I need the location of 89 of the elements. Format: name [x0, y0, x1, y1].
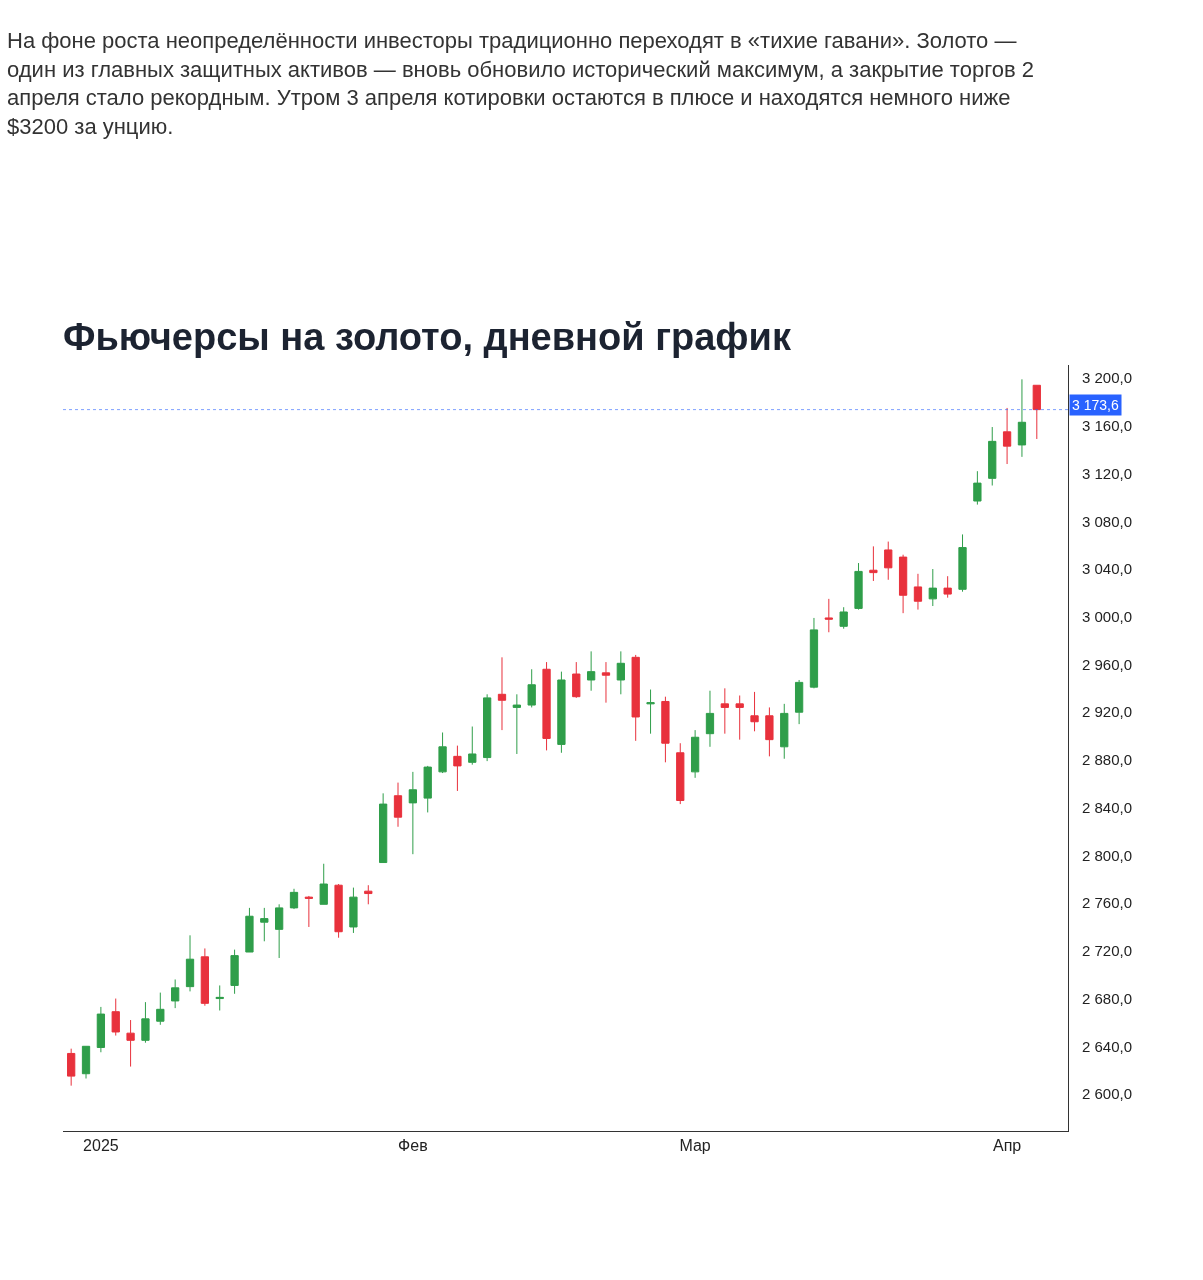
candlestick [973, 470, 982, 506]
candlestick [854, 562, 863, 611]
ref-line-label: 3 173,6 [1072, 397, 1119, 413]
candlestick [572, 661, 581, 699]
candlestick [676, 742, 685, 805]
x-tick-label: Апр [992, 1137, 1022, 1155]
candlestick [156, 992, 165, 1026]
candlestick [780, 703, 789, 760]
candlestick [661, 696, 670, 763]
candlestick [928, 568, 937, 607]
candlestick [631, 654, 640, 742]
candlestick [349, 887, 358, 934]
candlestick [794, 679, 804, 725]
candlestick [705, 690, 715, 748]
y-tick-label: 3 120,0 [1082, 464, 1133, 482]
y-tick-label: 2 600,0 [1082, 1085, 1133, 1103]
candlestick [958, 533, 967, 593]
y-tick-label: 3 040,0 [1082, 560, 1133, 578]
candlestick [96, 1006, 106, 1053]
x-tick-label: Фев [398, 1137, 428, 1155]
candlestick [319, 863, 328, 905]
y-tick-label: 3 200,0 [1082, 369, 1133, 387]
y-tick-label: 3 080,0 [1082, 512, 1133, 530]
candlestick [750, 691, 759, 732]
candlestick [646, 689, 655, 735]
candlestick [497, 656, 507, 731]
y-tick-label: 2 720,0 [1082, 942, 1133, 960]
candlestick [67, 1048, 76, 1087]
candlestick [453, 745, 462, 792]
candlestick [586, 650, 596, 692]
y-tick-label: 2 800,0 [1082, 846, 1133, 864]
candlestick [230, 949, 239, 995]
candlestick [720, 687, 729, 735]
candlestick [765, 706, 774, 757]
text: На фоне роста неопределённости инвесторы традиционно переходят в «тихие гавани». Золото — один из главных защитных активов — вновь обновило исторический максимум, а закрытие торгов 2 апреля стало рекордным. Утром 3 апреля котировки остаются в плюсе и находятся немного ниже $3200 за унцию. [7, 28, 1034, 139]
y-tick-label: 2 960,0 [1082, 655, 1133, 673]
candlestick [898, 554, 908, 614]
candlestick [913, 573, 923, 611]
candlestick [690, 729, 700, 779]
candlestick [438, 731, 447, 774]
candlestick [616, 650, 625, 695]
candlestick [423, 765, 432, 813]
candlestick [126, 1019, 135, 1068]
x-tick-label: 2025 [83, 1137, 119, 1155]
candlestick [943, 575, 952, 599]
candlestick [304, 895, 313, 928]
candlestick [468, 726, 477, 766]
candlestick [408, 771, 417, 855]
y-tick-label: 2 920,0 [1082, 703, 1133, 721]
candlestick [512, 693, 521, 755]
candlestick [527, 668, 536, 708]
candlestick [1032, 384, 1041, 440]
candlestick [1002, 407, 1012, 465]
candlestick [809, 617, 819, 689]
candlestick [379, 792, 388, 864]
candlestick [1017, 378, 1027, 458]
candlestick [171, 978, 180, 1009]
y-tick-label: 2 880,0 [1082, 751, 1133, 769]
candlestick [869, 545, 878, 582]
candlestick [141, 1001, 150, 1044]
candlestick [824, 598, 833, 633]
candlestick [111, 998, 120, 1037]
y-tick-label: 2 840,0 [1082, 798, 1133, 816]
y-tick-label: 2 680,0 [1082, 989, 1133, 1007]
candlestick [185, 934, 195, 992]
candlestick [557, 671, 566, 754]
candlestick [735, 695, 744, 741]
candlestick [542, 661, 551, 751]
x-tick-label: Мар [679, 1137, 711, 1155]
candlestick [81, 1045, 91, 1079]
candlestick [245, 907, 254, 953]
candlestick [275, 903, 284, 959]
candlestick [393, 782, 403, 828]
y-tick-label: 3 000,0 [1082, 608, 1133, 625]
candlestick [334, 883, 343, 939]
candlestick [364, 884, 373, 905]
candlestick [988, 426, 997, 487]
y-tick-label: 2 640,0 [1082, 1037, 1133, 1055]
candlestick [289, 888, 299, 910]
candlestick [839, 606, 848, 630]
candlestick [601, 661, 611, 704]
candlestick [483, 693, 492, 762]
y-tick-label: 3 160,0 [1082, 417, 1133, 435]
candlestick [200, 947, 210, 1007]
chart-title: Фьючерсы на золото, дневной график [63, 316, 792, 359]
candlestick [260, 907, 269, 942]
candlestick [884, 541, 893, 581]
candlestick [215, 984, 224, 1011]
y-tick-label: 2 760,0 [1082, 894, 1133, 912]
